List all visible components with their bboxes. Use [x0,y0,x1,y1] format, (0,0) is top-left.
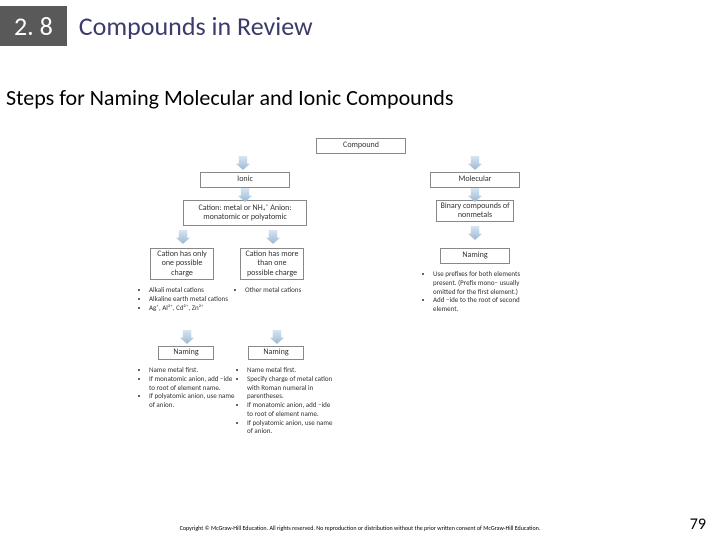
node-ionic: Ionic [200,172,290,188]
bullets-mid1: Other metal cations [236,286,326,295]
node-naming-right: Naming [248,346,304,360]
arrow-down-icon [266,230,280,244]
list-item: If monatomic anion, add –ide to root of … [149,375,236,393]
arrow-down-icon [176,230,190,244]
flowchart-diagram: Compound Ionic Molecular Cation: metal o… [128,138,592,498]
list-item: Ag⁺, Al³⁺, Cd²⁺, Zn²⁺ [149,304,232,313]
node-multi-charge: Cation has more than one possible charge [240,248,304,280]
bullets-midname: Name metal first.Specify charge of metal… [238,366,334,436]
node-naming-left: Naming [158,346,214,360]
arrow-down-icon [468,156,482,170]
list-item: If monatomic anion, add –ide to root of … [247,401,334,419]
arrow-down-icon [270,330,284,344]
bullets-right: Use prefixes for both elements present. … [424,270,536,314]
arrow-down-icon [468,226,482,240]
list-item: Other metal cations [245,286,326,295]
copyright-footer: Copyright © McGraw-Hill Education. All r… [0,524,720,532]
page-number: 79 [690,515,706,534]
list-item: Specify charge of metal cation with Roma… [247,375,334,401]
list-item: Add –ide to the root of second element. [433,296,536,314]
node-cation-anion: Cation: metal or NH₄⁺ Anion: monatomic o… [183,200,307,226]
list-item: Use prefixes for both elements present. … [433,270,536,296]
page-title: Compounds in Review [79,10,313,42]
arrow-down-icon [180,330,194,344]
node-molecular: Molecular [430,172,520,188]
arrow-down-icon [236,156,250,170]
list-item: If polyatomic anion, use name of anion. [149,392,236,410]
bullets-left1: Alkali metal cationsAlkaline earth metal… [140,286,232,312]
section-number: 2. 8 [0,6,67,46]
node-compound: Compound [316,138,406,154]
bullets-leftname: Name metal first.If monatomic anion, add… [140,366,236,410]
subtitle: Steps for Naming Molecular and Ionic Com… [6,84,720,111]
node-one-charge: Cation has only one possible charge [150,248,214,280]
list-item: If polyatomic anion, use name of anion. [247,419,334,437]
node-naming-mol: Naming [440,248,510,264]
node-binary: Binary compounds of nonmetals [436,200,514,222]
